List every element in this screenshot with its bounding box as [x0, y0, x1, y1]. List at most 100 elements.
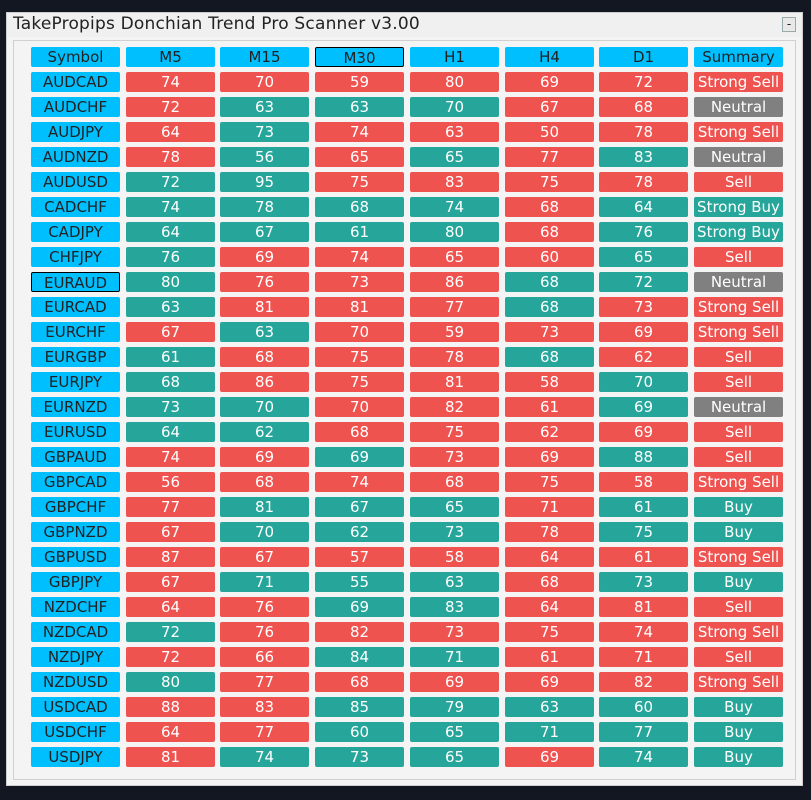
signal-cell-m5[interactable]: 72 [126, 647, 215, 667]
signal-cell-h1[interactable]: 65 [410, 722, 499, 742]
signal-cell-h1[interactable]: 65 [410, 247, 499, 267]
symbol-button[interactable]: GBPCAD [31, 472, 120, 492]
signal-cell-m15[interactable]: 69 [220, 447, 309, 467]
symbol-button[interactable]: EURAUD [31, 272, 120, 292]
signal-cell-h1[interactable]: 65 [410, 747, 499, 767]
signal-cell-m5[interactable]: 81 [126, 747, 215, 767]
signal-cell-m5[interactable]: 80 [126, 272, 215, 292]
signal-cell-h4[interactable]: 64 [505, 547, 594, 567]
signal-cell-m15[interactable]: 66 [220, 647, 309, 667]
signal-cell-m15[interactable]: 63 [220, 322, 309, 342]
signal-cell-d1[interactable]: 58 [599, 472, 688, 492]
signal-cell-h4[interactable]: 68 [505, 222, 594, 242]
signal-cell-d1[interactable]: 88 [599, 447, 688, 467]
signal-cell-m15[interactable]: 67 [220, 547, 309, 567]
signal-cell-h1[interactable]: 77 [410, 297, 499, 317]
signal-cell-h1[interactable]: 83 [410, 172, 499, 192]
signal-cell-h4[interactable]: 75 [505, 622, 594, 642]
signal-cell-m30[interactable]: 69 [315, 597, 404, 617]
symbol-button[interactable]: GBPCHF [31, 497, 120, 517]
signal-cell-d1[interactable]: 71 [599, 647, 688, 667]
symbol-button[interactable]: EURGBP [31, 347, 120, 367]
signal-cell-d1[interactable]: 60 [599, 697, 688, 717]
signal-cell-h4[interactable]: 75 [505, 172, 594, 192]
signal-cell-h4[interactable]: 71 [505, 497, 594, 517]
signal-cell-h4[interactable]: 69 [505, 672, 594, 692]
signal-cell-m5[interactable]: 78 [126, 147, 215, 167]
signal-cell-d1[interactable]: 74 [599, 747, 688, 767]
signal-cell-h4[interactable]: 69 [505, 72, 594, 92]
symbol-button[interactable]: GBPAUD [31, 447, 120, 467]
signal-cell-m15[interactable]: 56 [220, 147, 309, 167]
signal-cell-h4[interactable]: 64 [505, 597, 594, 617]
signal-cell-d1[interactable]: 78 [599, 122, 688, 142]
symbol-button[interactable]: CADCHF [31, 197, 120, 217]
signal-cell-m5[interactable]: 73 [126, 397, 215, 417]
signal-cell-d1[interactable]: 73 [599, 572, 688, 592]
header-symbol[interactable]: Symbol [31, 47, 120, 67]
signal-cell-m15[interactable]: 73 [220, 122, 309, 142]
signal-cell-m30[interactable]: 82 [315, 622, 404, 642]
signal-cell-m30[interactable]: 73 [315, 747, 404, 767]
symbol-button[interactable]: AUDCAD [31, 72, 120, 92]
symbol-button[interactable]: GBPJPY [31, 572, 120, 592]
signal-cell-m5[interactable]: 87 [126, 547, 215, 567]
signal-cell-d1[interactable]: 62 [599, 347, 688, 367]
signal-cell-m30[interactable]: 85 [315, 697, 404, 717]
signal-cell-d1[interactable]: 65 [599, 247, 688, 267]
signal-cell-d1[interactable]: 76 [599, 222, 688, 242]
title-bar[interactable]: TakePropips Donchian Trend Pro Scanner v… [7, 13, 802, 37]
signal-cell-m15[interactable]: 62 [220, 422, 309, 442]
signal-cell-m30[interactable]: 57 [315, 547, 404, 567]
minimize-button[interactable]: - [782, 17, 796, 32]
signal-cell-m15[interactable]: 70 [220, 522, 309, 542]
signal-cell-d1[interactable]: 78 [599, 172, 688, 192]
signal-cell-m5[interactable]: 72 [126, 172, 215, 192]
signal-cell-m5[interactable]: 72 [126, 97, 215, 117]
signal-cell-h4[interactable]: 78 [505, 522, 594, 542]
signal-cell-m30[interactable]: 73 [315, 272, 404, 292]
signal-cell-m30[interactable]: 61 [315, 222, 404, 242]
signal-cell-m15[interactable]: 69 [220, 247, 309, 267]
signal-cell-d1[interactable]: 82 [599, 672, 688, 692]
signal-cell-d1[interactable]: 74 [599, 622, 688, 642]
symbol-button[interactable]: GBPNZD [31, 522, 120, 542]
signal-cell-m30[interactable]: 55 [315, 572, 404, 592]
signal-cell-m5[interactable]: 67 [126, 322, 215, 342]
signal-cell-h4[interactable]: 68 [505, 347, 594, 367]
signal-cell-h4[interactable]: 71 [505, 722, 594, 742]
signal-cell-m15[interactable]: 78 [220, 197, 309, 217]
symbol-button[interactable]: AUDCHF [31, 97, 120, 117]
signal-cell-h4[interactable]: 50 [505, 122, 594, 142]
signal-cell-h4[interactable]: 68 [505, 297, 594, 317]
signal-cell-m5[interactable]: 61 [126, 347, 215, 367]
signal-cell-h1[interactable]: 65 [410, 147, 499, 167]
signal-cell-m30[interactable]: 63 [315, 97, 404, 117]
signal-cell-m5[interactable]: 64 [126, 722, 215, 742]
signal-cell-h1[interactable]: 63 [410, 572, 499, 592]
signal-cell-m5[interactable]: 64 [126, 422, 215, 442]
signal-cell-m15[interactable]: 67 [220, 222, 309, 242]
symbol-button[interactable]: NZDCAD [31, 622, 120, 642]
signal-cell-d1[interactable]: 81 [599, 597, 688, 617]
header-m5[interactable]: M5 [126, 47, 215, 67]
signal-cell-h1[interactable]: 83 [410, 597, 499, 617]
signal-cell-m30[interactable]: 70 [315, 322, 404, 342]
symbol-button[interactable]: EURUSD [31, 422, 120, 442]
signal-cell-d1[interactable]: 75 [599, 522, 688, 542]
signal-cell-m30[interactable]: 65 [315, 147, 404, 167]
symbol-button[interactable]: NZDCHF [31, 597, 120, 617]
signal-cell-m15[interactable]: 71 [220, 572, 309, 592]
signal-cell-m5[interactable]: 56 [126, 472, 215, 492]
signal-cell-h1[interactable]: 63 [410, 122, 499, 142]
symbol-button[interactable]: GBPUSD [31, 547, 120, 567]
signal-cell-h4[interactable]: 68 [505, 197, 594, 217]
signal-cell-m15[interactable]: 81 [220, 297, 309, 317]
signal-cell-m30[interactable]: 84 [315, 647, 404, 667]
signal-cell-h1[interactable]: 82 [410, 397, 499, 417]
signal-cell-h1[interactable]: 74 [410, 197, 499, 217]
symbol-button[interactable]: AUDUSD [31, 172, 120, 192]
signal-cell-h4[interactable]: 67 [505, 97, 594, 117]
symbol-button[interactable]: EURNZD [31, 397, 120, 417]
signal-cell-m15[interactable]: 77 [220, 672, 309, 692]
